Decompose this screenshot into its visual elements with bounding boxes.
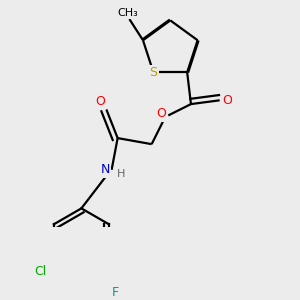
Text: CH₃: CH₃ — [118, 8, 138, 18]
Text: O: O — [222, 94, 232, 107]
Text: N: N — [101, 163, 110, 176]
Text: Cl: Cl — [34, 266, 47, 278]
Text: O: O — [156, 107, 166, 120]
Text: F: F — [111, 286, 118, 299]
Text: H: H — [116, 169, 125, 178]
Text: S: S — [149, 66, 158, 79]
Text: O: O — [95, 95, 105, 108]
